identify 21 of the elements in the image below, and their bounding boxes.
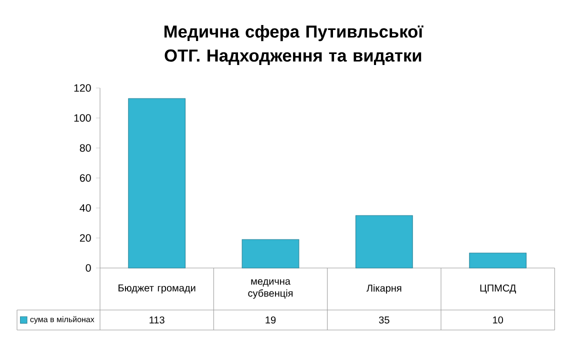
legend-label: сума в мільйонах (30, 316, 94, 324)
chart-title: Медична сфера Путивльської ОТГ. Надходження та видатки (164, 24, 424, 65)
data-label: 113 (150, 316, 164, 324)
data-label: 10 (493, 316, 504, 324)
y-tick-label: 20 (80, 234, 91, 242)
y-tick-label: 120 (74, 84, 91, 92)
y-tick-label: 60 (80, 174, 91, 182)
y-tick-label: 100 (74, 114, 91, 122)
bar (242, 239, 300, 268)
data-label: 35 (378, 316, 390, 324)
bar (128, 98, 186, 268)
x-tick-label: Лікарня (366, 284, 402, 294)
x-tick-label: ЦПМСД (480, 284, 516, 294)
y-tick-label: 40 (80, 204, 91, 212)
bar (469, 252, 527, 268)
y-tick-label: 0 (86, 264, 91, 272)
x-tick-label: медична субвенція (248, 279, 293, 299)
data-label: 19 (266, 316, 276, 324)
x-tick-label: Бюджет громади (118, 284, 196, 294)
bar (355, 215, 413, 268)
y-tick-label: 80 (80, 144, 91, 152)
